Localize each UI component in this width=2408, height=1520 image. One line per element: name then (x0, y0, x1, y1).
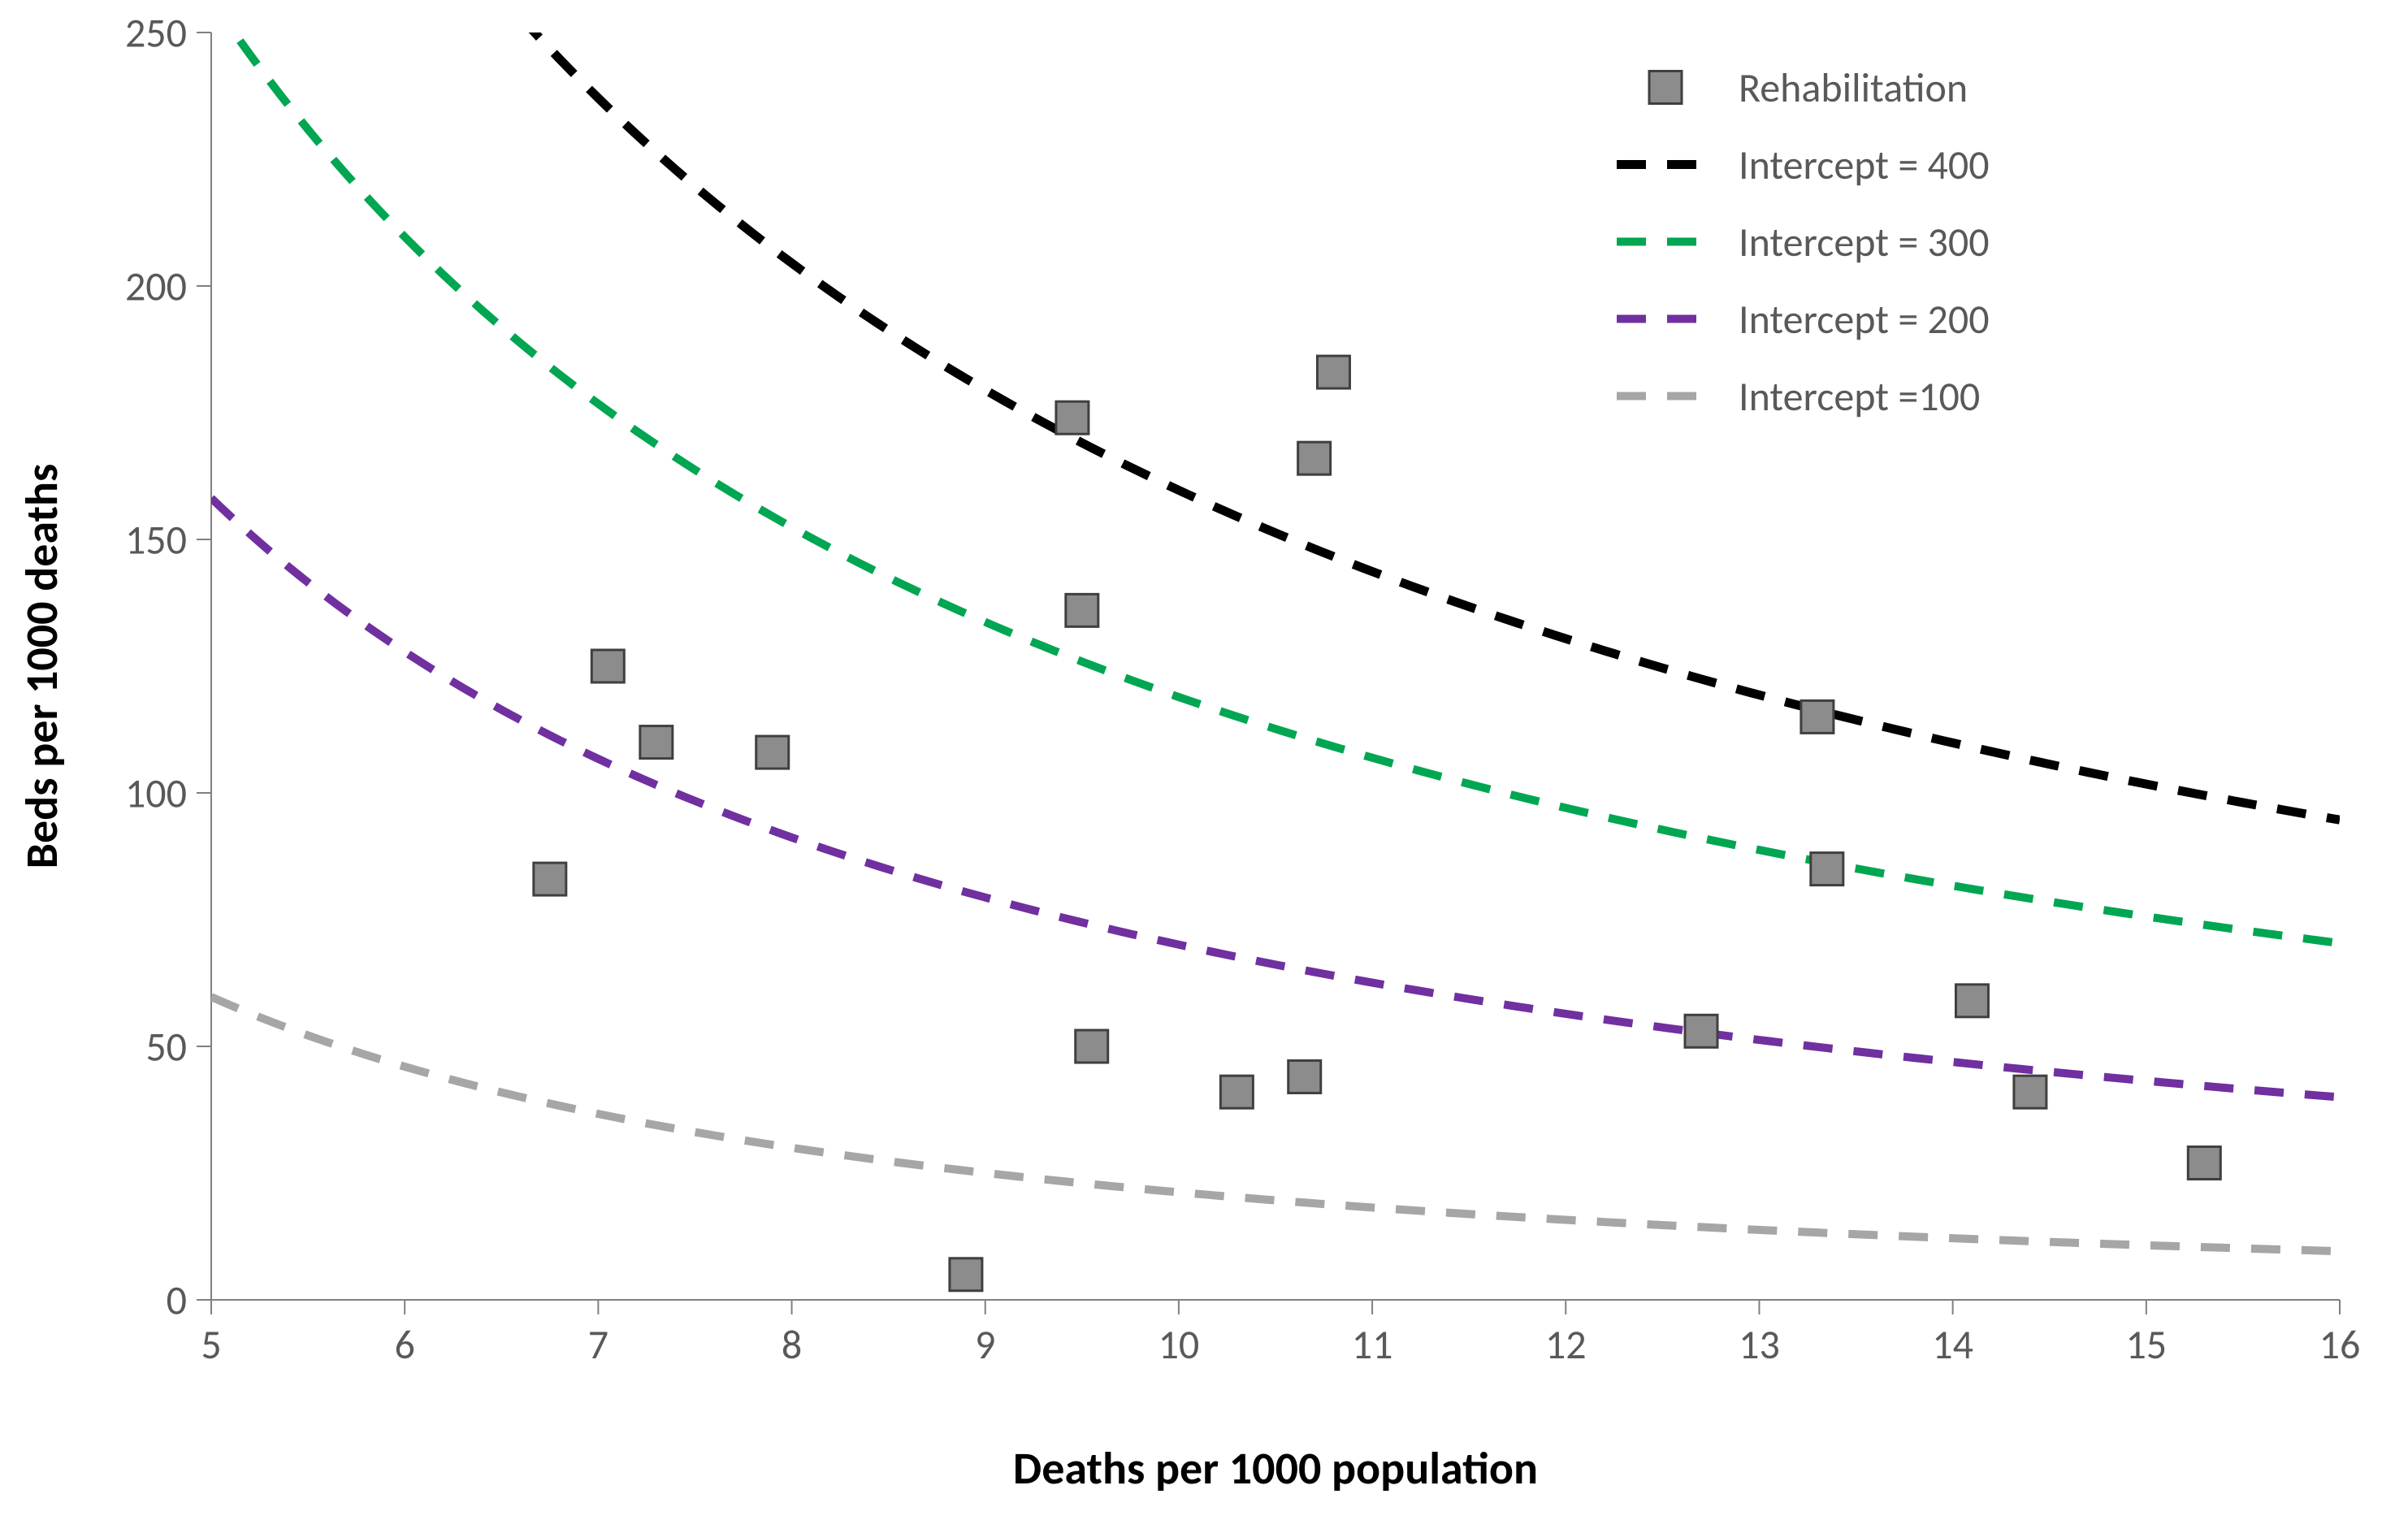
x-tick-label: 8 (782, 1320, 802, 1370)
y-axis-title: Beds per 1000 deaths (15, 464, 70, 869)
y-tick-label: 0 (167, 1276, 187, 1326)
legend-label: Intercept =100 (1739, 372, 1980, 422)
scatter-marker (1066, 594, 1098, 626)
x-tick-label: 10 (1159, 1320, 1200, 1370)
chart-container: 5 6 7 8 9 10 11 12 13 14 15 16 0 50 100 150 200 250 Deaths… (0, 0, 2408, 1520)
chart-svg: 5 6 7 8 9 10 11 12 13 14 15 16 0 50 100 150 200 250 Deaths… (0, 0, 2408, 1516)
scatter-marker (640, 726, 673, 759)
scatter-marker (1076, 1030, 1108, 1063)
legend-label: Intercept = 300 (1739, 218, 1990, 267)
x-tick-label: 13 (1739, 1320, 1780, 1370)
scatter-marker (1955, 985, 1988, 1017)
y-tick-label: 100 (125, 769, 187, 819)
x-tick-label: 12 (1545, 1320, 1587, 1370)
scatter-marker (591, 650, 624, 682)
y-tick-label: 150 (125, 516, 187, 565)
curve (211, 997, 2340, 1251)
x-tick-label: 11 (1352, 1320, 1393, 1370)
y-tick-label: 50 (145, 1023, 187, 1072)
legend-label: Intercept = 200 (1739, 295, 1990, 344)
scatter-marker (950, 1258, 982, 1291)
legend-swatch-marker (1649, 71, 1682, 104)
curve (211, 0, 2340, 820)
x-tick-label: 16 (2319, 1320, 2361, 1370)
scatter-marker (534, 863, 566, 895)
x-tick-label: 6 (395, 1320, 415, 1370)
x-tick-label: 14 (1932, 1320, 1973, 1370)
x-tick-label: 15 (2125, 1320, 2167, 1370)
y-tick-label: 250 (125, 9, 187, 58)
curves-group (211, 0, 2340, 1251)
scatter-group (534, 356, 2220, 1291)
scatter-marker (1056, 401, 1089, 434)
x-axis-title: Deaths per 1000 population (1013, 1441, 1538, 1496)
x-tick-label: 5 (201, 1320, 221, 1370)
scatter-marker (1298, 442, 1331, 474)
x-tick-label: 7 (588, 1320, 608, 1370)
curve (211, 0, 2340, 943)
legend-label: Intercept = 400 (1739, 141, 1990, 190)
scatter-marker (2014, 1076, 2046, 1108)
scatter-marker (1685, 1015, 1717, 1047)
legend: Rehabilitation Intercept = 400 Intercept =… (1617, 63, 1990, 422)
y-tick-label: 200 (125, 262, 187, 312)
scatter-marker (756, 736, 789, 769)
x-tick-label: 9 (975, 1320, 995, 1370)
scatter-marker (1811, 853, 1843, 886)
scatter-marker (1801, 700, 1834, 733)
scatter-marker (1220, 1076, 1253, 1108)
scatter-marker (2188, 1147, 2220, 1180)
legend-label: Rehabilitation (1739, 63, 1968, 113)
curve (211, 498, 2340, 1097)
scatter-marker (1317, 356, 1349, 388)
scatter-marker (1288, 1060, 1321, 1093)
